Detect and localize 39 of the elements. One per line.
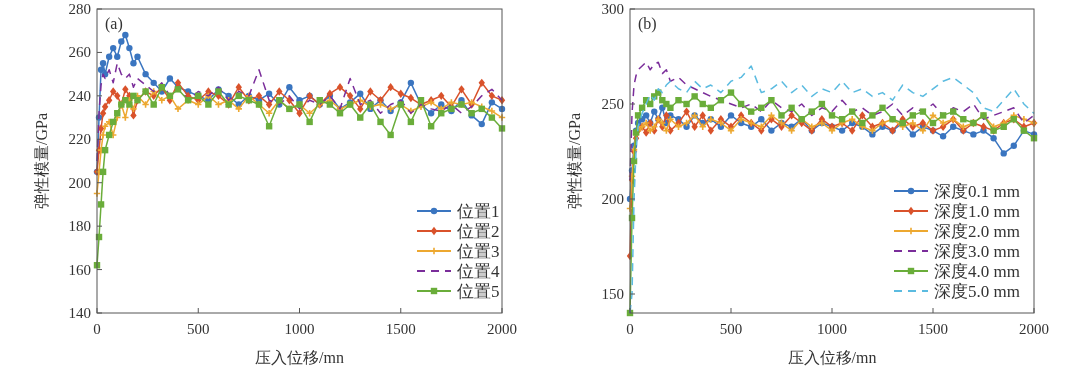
- y-tick-label: 160: [68, 261, 91, 278]
- legend-label: 深度3.0 mm: [934, 242, 1020, 261]
- legend-label: 位置1: [457, 202, 500, 221]
- x-tick-label: 2000: [487, 321, 517, 337]
- y-tick-label: 220: [68, 131, 91, 148]
- y-tick-label: 200: [68, 174, 91, 191]
- x-axis-title: 压入位移/mn: [255, 349, 344, 366]
- legend-label: 深度2.0 mm: [934, 222, 1020, 241]
- x-tick-label: 1000: [284, 321, 315, 337]
- x-tick-label: 0: [626, 321, 634, 337]
- y-tick-label: 240: [68, 87, 91, 104]
- x-axis-title: 压入位移/mn: [787, 349, 877, 366]
- y-axis-title: 弹性模量/GPa: [566, 113, 583, 209]
- legend-label: 深度4.0 mm: [934, 262, 1020, 281]
- annotation: (b): [638, 15, 657, 33]
- legend-label: 位置3: [457, 242, 500, 261]
- legend-label: 位置5: [457, 282, 500, 301]
- legend-label: 深度5.0 mm: [934, 282, 1020, 301]
- x-tick-label: 0: [93, 321, 101, 337]
- y-tick-label: 200: [601, 191, 624, 207]
- x-tick-label: 500: [719, 321, 743, 337]
- x-tick-label: 1000: [817, 321, 847, 337]
- x-tick-label: 2000: [1019, 321, 1049, 337]
- x-tick-label: 1500: [385, 321, 416, 337]
- y-tick-label: 250: [601, 96, 624, 112]
- x-tick-label: 500: [187, 321, 210, 337]
- legend-label: 深度1.0 mm: [934, 202, 1020, 221]
- y-tick-label: 180: [68, 218, 91, 235]
- y-axis-title: 弹性模量/GPa: [33, 113, 50, 209]
- y-tick-label: 140: [68, 305, 91, 321]
- y-tick-label: 260: [68, 44, 91, 61]
- legend-label: 深度0.1 mm: [934, 182, 1020, 201]
- legend-label: 位置4: [457, 262, 500, 281]
- annotation: (a): [105, 15, 123, 33]
- y-tick-label: 280: [68, 1, 91, 17]
- y-tick-label: 150: [601, 286, 624, 302]
- legend-label: 位置2: [457, 222, 500, 241]
- y-tick-label: 300: [601, 1, 624, 17]
- x-tick-label: 1500: [918, 321, 948, 337]
